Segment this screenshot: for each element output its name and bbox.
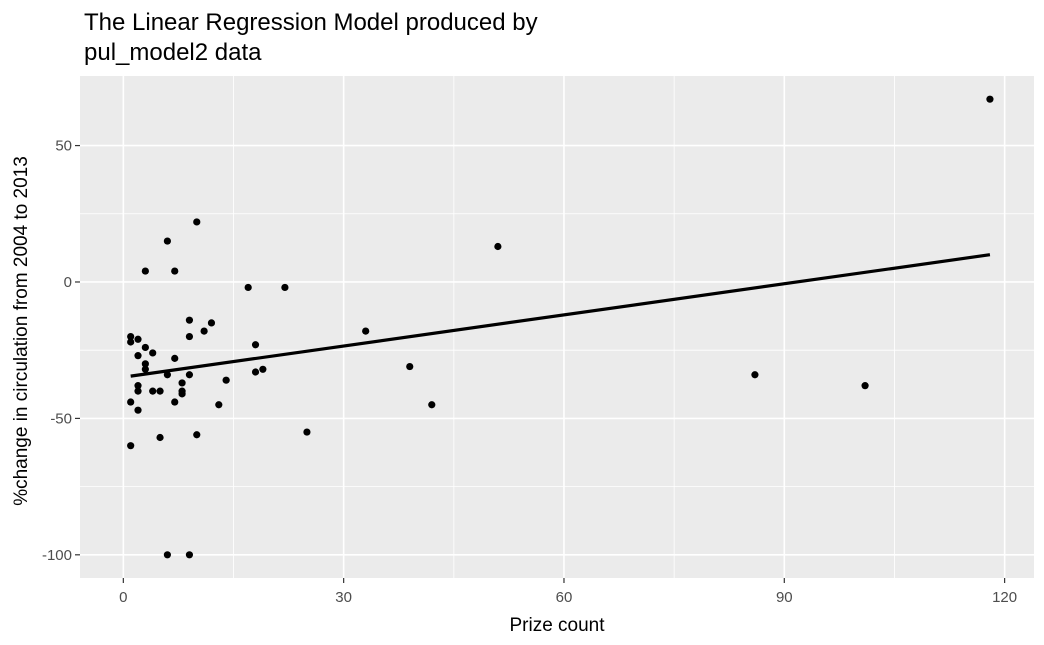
data-point: [751, 371, 759, 379]
data-point: [178, 379, 186, 387]
data-point: [193, 218, 201, 226]
data-point: [156, 387, 164, 395]
data-point: [134, 382, 142, 390]
data-point: [127, 338, 135, 346]
data-point: [134, 406, 142, 414]
data-point: [178, 390, 186, 398]
y-tick-label: 50: [55, 138, 72, 155]
data-point: [156, 433, 164, 442]
data-point: [185, 371, 194, 379]
data-points: [127, 95, 994, 559]
data-point: [200, 327, 208, 335]
plot-panel: [80, 76, 1034, 578]
data-point: [281, 283, 289, 292]
data-point: [362, 327, 370, 335]
x-tick-label: 120: [992, 589, 1017, 606]
x-tick-label: 0: [119, 589, 127, 606]
data-point: [149, 349, 157, 357]
data-point: [141, 343, 149, 352]
data-point: [163, 551, 171, 559]
data-point: [127, 398, 135, 406]
data-point: [494, 242, 502, 251]
data-point: [134, 335, 142, 343]
y-axis-title: %change in circulation from 2004 to 2013: [11, 156, 32, 506]
data-point: [185, 551, 194, 559]
data-point: [149, 387, 157, 395]
data-point: [171, 398, 179, 406]
chart-title-line-1: The Linear Regression Model produced by: [84, 9, 538, 36]
data-point: [259, 365, 267, 373]
data-point: [215, 401, 223, 409]
major-gridlines: [80, 76, 1034, 578]
regression-line: [130, 253, 991, 378]
data-point: [185, 316, 194, 324]
data-point: [428, 401, 436, 409]
data-point: [244, 283, 252, 292]
data-point: [127, 442, 135, 450]
y-tick-label: -100: [42, 547, 72, 564]
x-tick-label: 60: [556, 589, 573, 606]
chart-title: The Linear Regression Model produced by …: [84, 8, 538, 68]
data-point: [986, 95, 994, 103]
data-point: [207, 319, 216, 327]
data-point: [861, 382, 869, 390]
y-tick-label: -50: [50, 410, 72, 427]
minor-gridlines: [80, 76, 1034, 578]
x-axis-title: Prize count: [509, 615, 605, 636]
data-point: [251, 341, 260, 349]
x-tick-label: 30: [335, 589, 352, 606]
data-point: [163, 371, 171, 379]
x-axis-ticks: 0 30 60 90 120: [119, 578, 1017, 606]
chart-title-line-2: pul_model2 data: [84, 39, 262, 66]
data-point: [185, 332, 194, 341]
data-point: [171, 267, 179, 275]
data-point: [251, 368, 260, 376]
data-point: [141, 360, 149, 368]
data-point: [303, 428, 311, 436]
y-tick-label: 0: [64, 274, 72, 291]
data-point: [141, 365, 149, 373]
y-axis-ticks: -100 -50 0 50: [42, 138, 80, 564]
data-point: [171, 354, 179, 362]
data-point: [134, 387, 142, 395]
data-point: [406, 362, 414, 371]
data-point: [141, 267, 149, 275]
x-tick-label: 90: [776, 589, 793, 606]
data-point: [127, 332, 135, 341]
data-point: [222, 376, 230, 384]
data-point: [163, 237, 171, 245]
data-point: [134, 352, 142, 360]
data-point: [193, 431, 201, 439]
regression-line-layer: [130, 253, 991, 378]
